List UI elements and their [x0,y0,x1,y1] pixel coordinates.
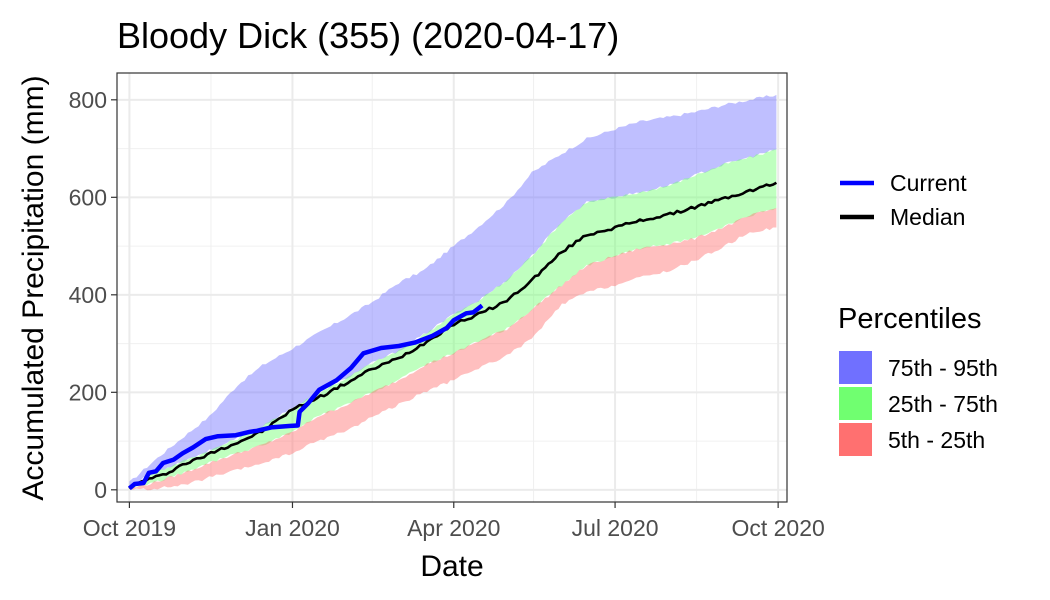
series-lines [127,181,778,491]
chart-title: Bloody Dick (355) (2020-04-17) [117,15,619,56]
x-tick-label: Apr 2020 [407,515,500,541]
legend-bands-title: Percentiles [838,303,981,335]
y-tick-label: 600 [69,184,107,210]
legend-swatch-75th-95th [839,351,872,384]
y-tick-label: 800 [69,87,107,113]
plot-panel [117,73,787,502]
y-axis-title: Accumulated Precipitation (mm) [17,75,50,500]
legend-label-band: 5th - 25th [888,427,985,453]
band-5th-25th [129,208,777,491]
legend-swatch-5th-25th [839,423,872,456]
series-line-current [127,303,484,491]
x-tick-label: Oct 2020 [731,515,824,541]
x-tick-label: Jul 2020 [572,515,659,541]
legend-bands: 75th - 95th 25th - 75th 5th - 25th [839,351,998,456]
x-tick-label: Jan 2020 [245,515,340,541]
y-tick-label: 200 [69,379,107,405]
y-tick-label: 400 [69,282,107,308]
x-tick-label: Oct 2019 [83,515,176,541]
y-axis-ticks: 0 200 400 600 800 [69,87,117,503]
legend-label-band: 75th - 95th [888,355,998,381]
legend-label-median: Median [890,204,965,230]
legend-label-band: 25th - 75th [888,391,998,417]
gridlines [117,73,787,502]
legend-lines: Current Median [840,170,967,230]
legend-label-current: Current [890,170,967,196]
x-axis-title: Date [420,550,483,583]
y-tick-label: 0 [94,477,107,503]
band-75th-95th [129,94,777,487]
legend-swatch-25th-75th [839,387,872,420]
x-axis-ticks: Oct 2019 Jan 2020 Apr 2020 Jul 2020 Oct 2020 [83,502,825,541]
plot-border [116,72,788,503]
